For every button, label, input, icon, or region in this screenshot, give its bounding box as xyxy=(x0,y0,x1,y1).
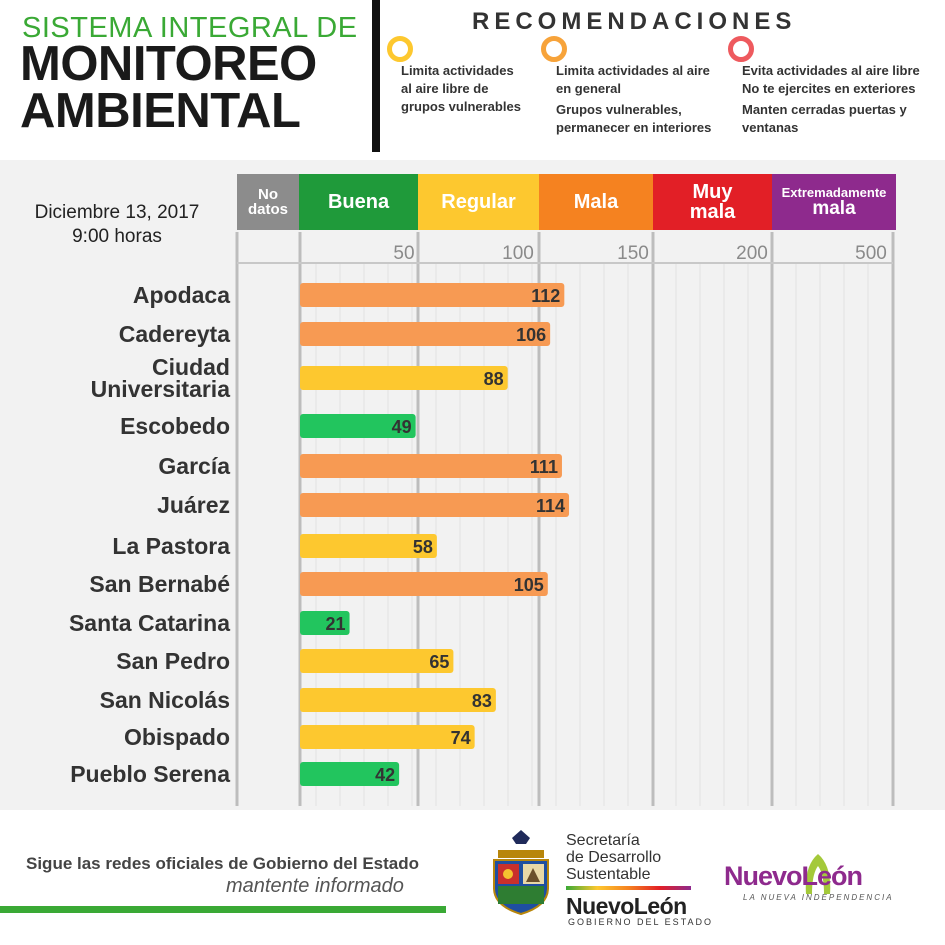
recommendation-level-icon xyxy=(541,36,567,62)
station-label: San Nicolás xyxy=(0,687,230,713)
category-label: Buena xyxy=(327,191,390,213)
recommendation-line: No te ejercites en exteriores xyxy=(742,81,916,96)
station-label: García xyxy=(0,453,230,479)
time-line: 9:00 horas xyxy=(72,226,162,247)
station-label-line: Ciudad xyxy=(152,354,230,380)
recommendation-line: al aire libre de xyxy=(401,81,489,96)
category-band: Buena xyxy=(299,174,418,230)
category-band: Regular xyxy=(418,174,539,230)
station-label: La Pastora xyxy=(0,533,230,559)
recommendation-text: Limita actividades al aire en general Grup… xyxy=(556,62,731,137)
recommendation-line: Evita actividades al aire libre xyxy=(742,63,920,78)
footer xyxy=(0,810,945,945)
nuevo-leon-logo: NuevoLeón xyxy=(724,861,863,891)
secretaria-name: Secretaría de Desarrollo Sustentable xyxy=(566,832,661,883)
nuevo-leon-slogan: LA NUEVA INDEPENDENCIA xyxy=(743,893,894,902)
category-label: Muy xyxy=(692,181,733,203)
category-label: mala xyxy=(689,201,736,223)
station-label-line: Cadereyta xyxy=(118,321,230,347)
station-label-line: Juárez xyxy=(157,492,230,518)
recommendation-line: en general xyxy=(556,81,622,96)
station-label-line: San Bernabé xyxy=(89,571,230,597)
station-label: San Pedro xyxy=(0,648,230,674)
category-label: Mala xyxy=(573,191,619,213)
station-label-line: Apodaca xyxy=(132,282,230,308)
category-band: Mala xyxy=(539,174,653,230)
station-label: San Bernabé xyxy=(0,571,230,597)
recommendation-line: Manten cerradas puertas y xyxy=(742,102,907,117)
recommendation-text: Evita actividades al aire libre No te eje… xyxy=(742,62,942,137)
nuevo-leon-wordmark: NuevoLeón xyxy=(566,893,687,919)
date-line: Diciembre 13, 2017 xyxy=(34,202,200,223)
station-label-line: San Nicolás xyxy=(99,687,230,713)
station-label: Obispado xyxy=(0,724,230,750)
category-label: No xyxy=(258,186,278,203)
recommendation-text: Limita actividades al aire libre de grupos… xyxy=(401,62,551,116)
station-label: Ciudad Universitaria xyxy=(0,354,230,402)
title-line-2: MONITOREO xyxy=(20,37,317,91)
social-line-1: Sigue las redes oficiales de Gobierno de… xyxy=(26,854,420,873)
coat-of-arms-icon xyxy=(493,830,549,916)
category-band: Extremadamente mala xyxy=(772,174,896,230)
category-label: mala xyxy=(812,198,856,219)
title-line-3: AMBIENTAL xyxy=(20,84,301,138)
station-label-line: San Pedro xyxy=(116,648,230,674)
station-label: Juárez xyxy=(0,492,230,518)
category-label: Extremadamente xyxy=(781,185,887,200)
social-underline xyxy=(0,906,446,913)
station-label-line: Santa Catarina xyxy=(68,610,230,636)
station-label: Pueblo Serena xyxy=(0,761,230,787)
header-divider xyxy=(372,0,380,152)
date-label: Diciembre 13, 2017 9:00 horas xyxy=(12,201,222,249)
recommendation-level-icon xyxy=(387,36,413,62)
recommendations-title: RECOMENDACIONES xyxy=(472,8,797,35)
station-label-line: La Pastora xyxy=(112,533,230,559)
category-label: datos xyxy=(247,201,288,218)
station-label: Apodaca xyxy=(0,282,230,308)
station-label: Cadereyta xyxy=(0,321,230,347)
leon-figure-icon xyxy=(805,854,831,894)
station-label-line: García xyxy=(158,453,230,479)
recommendation-line: permanecer en interiores xyxy=(556,120,712,135)
title-line-1: SISTEMA INTEGRAL DE xyxy=(22,12,358,44)
category-band: No datos xyxy=(237,174,299,230)
header: SISTEMA INTEGRAL DE MONITOREO AMBIENTAL … xyxy=(0,0,945,160)
social-line-2: mantente informado xyxy=(226,875,404,897)
secretaria-line: Secretaría xyxy=(566,832,640,849)
recommendation-line: Grupos vulnerables, xyxy=(556,102,682,117)
secretaria-line: de Desarrollo xyxy=(566,849,662,866)
station-label: Escobedo xyxy=(0,413,230,439)
station-label-line: Universitaria xyxy=(90,376,230,402)
station-label-line: Escobedo xyxy=(120,413,230,439)
category-label: Regular xyxy=(441,191,516,213)
color-strip xyxy=(566,886,691,890)
secretaria-line: Sustentable xyxy=(566,866,651,883)
station-label-line: Obispado xyxy=(123,724,230,750)
gobierno-label: GOBIERNO DEL ESTADO xyxy=(568,917,714,927)
category-band: Muy mala xyxy=(653,174,772,230)
recommendation-line: Limita actividades xyxy=(401,63,514,78)
recommendation-level-icon xyxy=(728,36,754,62)
station-label: Santa Catarina xyxy=(0,610,230,636)
recommendation-line: ventanas xyxy=(742,120,799,135)
recommendation-line: grupos vulnerables xyxy=(401,99,521,114)
station-label-line: Pueblo Serena xyxy=(70,761,230,787)
recommendation-line: Limita actividades al aire xyxy=(556,63,710,78)
